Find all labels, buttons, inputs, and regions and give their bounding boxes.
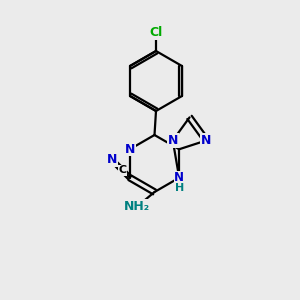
Text: C: C: [118, 165, 127, 175]
Text: N: N: [106, 153, 117, 166]
Text: N: N: [168, 134, 178, 147]
Text: Cl: Cl: [149, 26, 163, 40]
Text: N: N: [124, 143, 135, 156]
Text: H: H: [175, 183, 184, 193]
Text: NH₂: NH₂: [124, 200, 150, 213]
Text: N: N: [174, 171, 184, 184]
Text: N: N: [201, 134, 211, 147]
